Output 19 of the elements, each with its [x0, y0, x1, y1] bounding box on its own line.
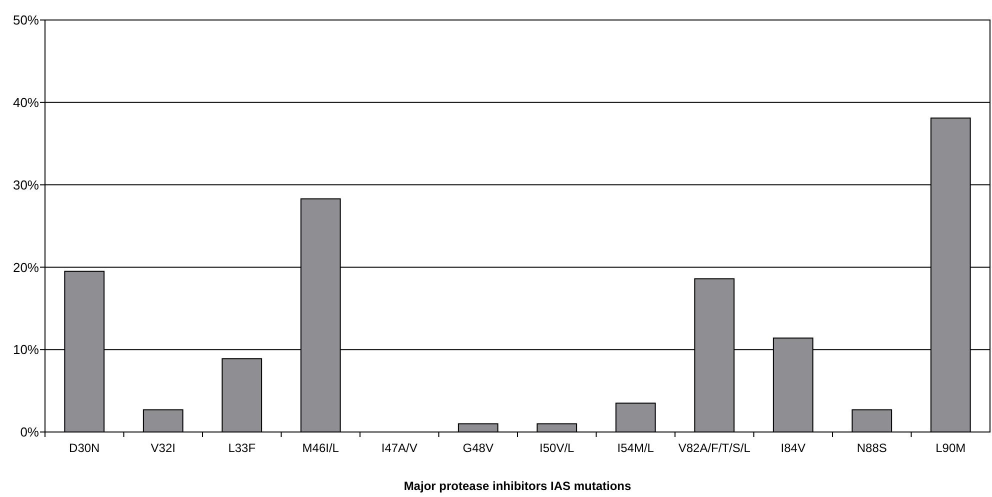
y-tick-label: 40% — [12, 94, 40, 110]
x-tick-label: V32I — [150, 441, 176, 455]
x-tick-label: I47A/V — [381, 441, 418, 455]
x-tick-label: D30N — [69, 441, 100, 455]
x-tick-label: I84V — [780, 441, 806, 455]
y-tick-label: 20% — [12, 260, 40, 275]
y-tick-label: 0% — [20, 424, 40, 440]
x-tick-label: G48V — [462, 441, 494, 455]
x-tick-label: L33F — [228, 441, 256, 455]
x-tick-label: N88S — [856, 441, 887, 455]
y-tick-label: 50% — [12, 12, 40, 28]
y-tick-label: 10% — [12, 342, 40, 358]
x-tick-label: M46I/L — [302, 441, 340, 455]
x-axis-title: Major protease inhibitors IAS mutations — [404, 479, 632, 493]
x-tick-label: L90M — [936, 441, 966, 455]
x-tick-label: I54M/L — [617, 441, 654, 455]
y-tick-label: 30% — [12, 177, 40, 192]
x-tick-label: I50V/L — [540, 441, 575, 455]
x-tick-label: V82A/F/T/S/L — [678, 441, 751, 455]
